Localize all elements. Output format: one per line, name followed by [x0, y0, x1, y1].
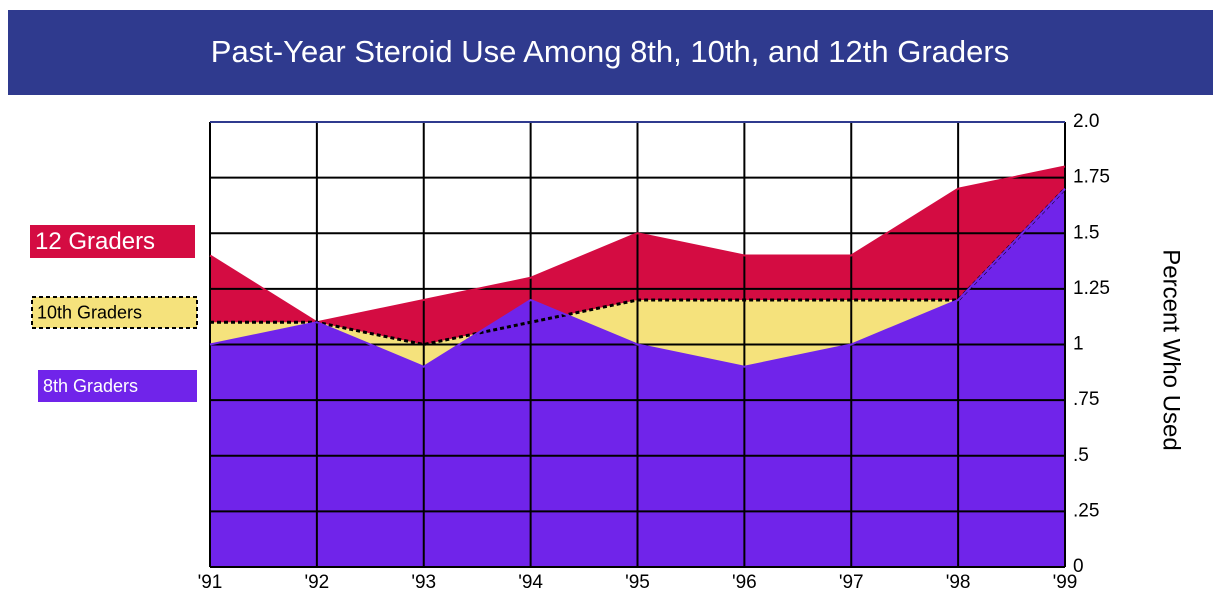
legend-swatch	[38, 370, 197, 402]
y-tick-label: 1.5	[1073, 222, 1099, 243]
y-tick-label: 1.75	[1073, 167, 1110, 188]
chart-title: Past-Year Steroid Use Among 8th, 10th, a…	[211, 34, 1009, 69]
y-axis-label: Percent Who Used	[1158, 249, 1185, 450]
y-tick-label: .25	[1073, 500, 1099, 521]
x-tick-label: '98	[946, 572, 971, 593]
y-tick-label: 0	[1073, 556, 1084, 577]
y-tick-label: 2.0	[1073, 111, 1099, 132]
y-tick-label: 1	[1073, 334, 1084, 355]
y-tick-label: .75	[1073, 389, 1099, 410]
x-tick-label: '94	[518, 572, 543, 593]
x-tick-label: '92	[304, 572, 329, 593]
x-tick-label: '97	[839, 572, 864, 593]
x-tick-label: '99	[1053, 572, 1078, 593]
legend-swatch	[30, 225, 195, 258]
legend-label: 12 Graders	[35, 228, 155, 255]
x-tick-label: '96	[732, 572, 757, 593]
x-tick-label: '91	[198, 572, 223, 593]
x-tick-label: '93	[411, 572, 436, 593]
y-tick-label: .5	[1073, 445, 1089, 466]
series-line	[209, 188, 1066, 368]
legend-swatch	[31, 296, 198, 329]
series-line	[209, 165, 1066, 324]
legend-label: 10th Graders	[37, 302, 142, 322]
y-tick-label: 1.25	[1073, 278, 1110, 299]
x-tick-label: '95	[625, 572, 650, 593]
series-line	[210, 187, 1067, 347]
title-band	[8, 10, 1213, 95]
legend-label: 8th Graders	[43, 376, 138, 396]
